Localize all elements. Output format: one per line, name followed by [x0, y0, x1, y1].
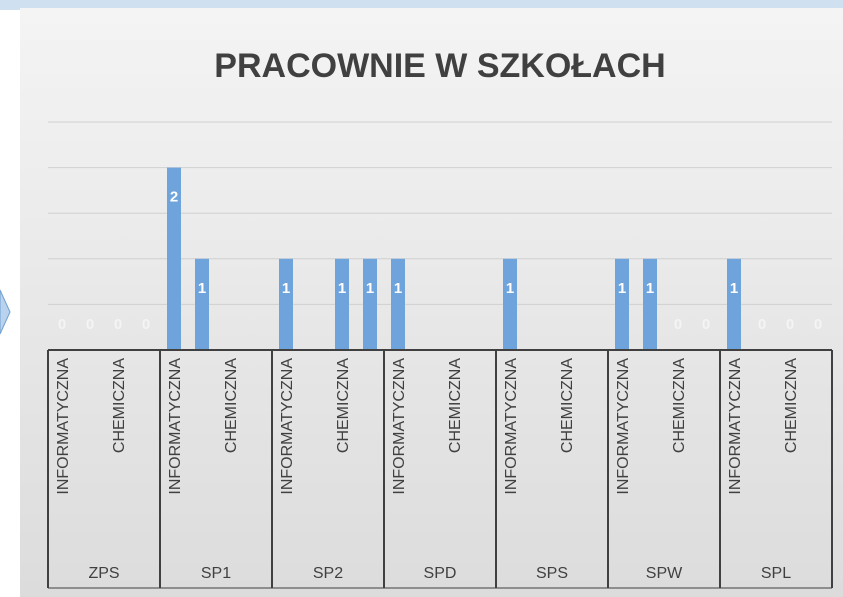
- group-label: SPL: [761, 565, 791, 582]
- group-label: SPW: [646, 565, 683, 582]
- data-label: 1: [730, 280, 738, 297]
- slide-edge: [0, 0, 843, 10]
- data-label: 1: [366, 280, 374, 297]
- group-label: SP1: [201, 565, 231, 582]
- x-tick-label: INFORMATYCZNA: [615, 358, 632, 495]
- data-label: 1: [338, 280, 346, 297]
- group-label: SP2: [313, 565, 343, 582]
- data-label: 0: [142, 316, 150, 333]
- group-label: ZPS: [88, 565, 119, 582]
- x-tick-label: INFORMATYCZNA: [279, 358, 296, 495]
- bar: [615, 258, 629, 350]
- x-tick-label: CHEMICZNA: [111, 358, 128, 453]
- bar: [391, 258, 405, 350]
- x-tick-label: CHEMICZNA: [559, 358, 576, 453]
- data-label: 1: [394, 280, 402, 297]
- group-label: SPD: [424, 565, 457, 582]
- data-label: 0: [674, 316, 682, 333]
- x-tick-label: CHEMICZNA: [783, 358, 800, 453]
- x-tick-label: CHEMICZNA: [447, 358, 464, 453]
- x-tick-label: INFORMATYCZNA: [391, 358, 408, 495]
- data-label: 0: [786, 316, 794, 333]
- x-tick-label: CHEMICZNA: [671, 358, 688, 453]
- bar: [503, 258, 517, 350]
- data-label: 0: [86, 316, 94, 333]
- bar: [335, 258, 349, 350]
- bar: [167, 167, 181, 350]
- x-tick-label: CHEMICZNA: [335, 358, 352, 453]
- group-label: SPS: [536, 565, 568, 582]
- data-label: 1: [646, 280, 654, 297]
- data-label: 1: [506, 280, 514, 297]
- data-label: 0: [58, 316, 66, 333]
- bar: [643, 258, 657, 350]
- x-tick-label: INFORMATYCZNA: [727, 358, 744, 495]
- data-label: 1: [282, 280, 290, 297]
- bar: [279, 258, 293, 350]
- chart-area: [20, 8, 843, 597]
- data-label: 0: [702, 316, 710, 333]
- data-label: 1: [198, 280, 206, 297]
- slide-arrow: [0, 289, 11, 335]
- bar: [727, 258, 741, 350]
- x-tick-label: INFORMATYCZNA: [167, 358, 184, 495]
- x-tick-label: INFORMATYCZNA: [55, 358, 72, 495]
- bar: [363, 258, 377, 350]
- chart-title: PRACOWNIE W SZKOŁACH: [214, 47, 665, 85]
- data-label: 0: [114, 316, 122, 333]
- x-tick-label: CHEMICZNA: [223, 358, 240, 453]
- data-label: 0: [758, 316, 766, 333]
- data-label: 1: [618, 280, 626, 297]
- data-label: 0: [814, 316, 822, 333]
- bar: [195, 258, 209, 350]
- data-label: 2: [170, 189, 178, 206]
- x-tick-label: INFORMATYCZNA: [503, 358, 520, 495]
